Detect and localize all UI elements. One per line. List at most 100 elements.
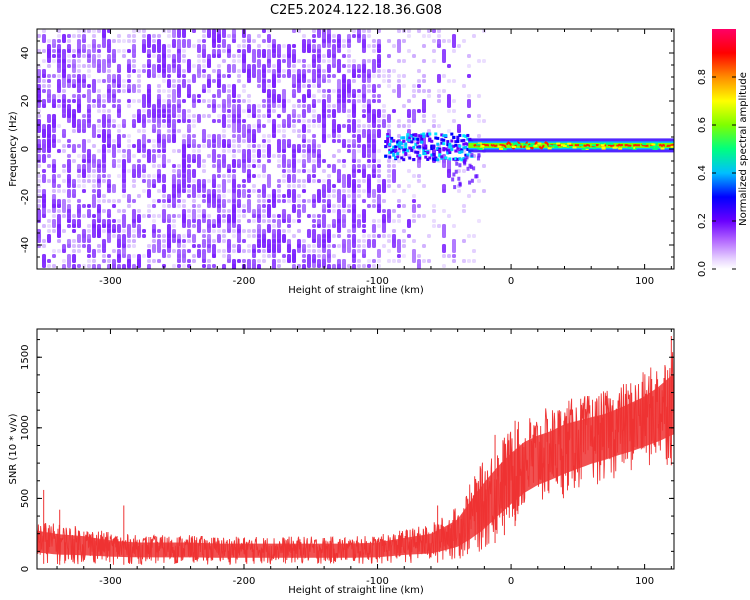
spectrogram-cell [77, 104, 81, 113]
spectrogram-cell [242, 179, 246, 183]
spectrogram-cell [187, 129, 191, 133]
spectrogram-cell [307, 229, 311, 238]
spectrogram-cell [207, 144, 211, 148]
spectrogram-cell [297, 264, 301, 268]
spectrogram-cell [247, 159, 251, 163]
spectrogram-cell [162, 199, 166, 203]
spectrogram-cell [122, 229, 126, 233]
spectrogram-cell [292, 44, 296, 48]
spectrogram-cell [277, 219, 281, 228]
spectrogram-cell [222, 214, 226, 218]
spectrogram-cell [127, 99, 131, 103]
signal-cell [386, 135, 390, 139]
spectrogram-cell [187, 144, 191, 148]
spectrogram-cell [277, 129, 281, 133]
spectrogram-cell [147, 174, 151, 178]
spectrogram-cell [267, 109, 271, 113]
spectrogram-cell [312, 49, 316, 53]
signal-cell [420, 140, 424, 144]
spectrogram-cell [232, 169, 236, 173]
spectrogram-cell [107, 199, 111, 203]
spectrogram-cell [372, 189, 376, 198]
spectrogram-cell [452, 34, 456, 48]
spectrogram-cell [177, 264, 181, 268]
spectrogram-cell [137, 119, 141, 123]
spectrogram-cell [372, 224, 376, 233]
spectrogram-cell [187, 184, 191, 188]
spectrogram-cell [77, 49, 81, 58]
spectrogram-cell [297, 84, 301, 88]
spectrogram-cell [227, 244, 231, 248]
spectrogram-cell [262, 239, 266, 248]
spectrogram-cell [97, 169, 101, 173]
spectrogram-cell [92, 44, 96, 48]
spectrogram-cell [47, 74, 51, 78]
spectrogram-cell [157, 84, 161, 88]
spectrogram-cell [367, 159, 371, 163]
signal-fleck [526, 147, 531, 150]
spectrogram-cell [352, 59, 356, 63]
spectrogram-cell [362, 239, 366, 243]
spectrogram-cell [167, 64, 171, 73]
spectrogram-cell [217, 174, 221, 178]
spectrogram-cell [117, 64, 121, 73]
spectrogram-cell [187, 209, 191, 213]
spectrogram-cell [112, 49, 116, 63]
spectrogram-cell [67, 199, 71, 203]
signal-cell [456, 139, 460, 143]
spectrogram-cell [42, 244, 46, 248]
spectrogram-cell [52, 119, 56, 133]
spectrogram-cell [72, 99, 76, 103]
spectrogram-cell [372, 234, 376, 238]
spectrogram-cell [412, 84, 416, 88]
spectrogram-cell [52, 249, 56, 253]
spectrogram-cell [382, 184, 386, 188]
spectrogram-cell [162, 119, 166, 123]
spectrogram-cell [142, 44, 146, 53]
spectrogram-cell [87, 259, 91, 263]
spectrogram-cell [267, 69, 271, 73]
spectrogram-cell [222, 84, 226, 93]
spectrogram-cell [272, 49, 276, 53]
spectrogram-cell [167, 89, 171, 93]
spectrogram-cell [372, 89, 376, 93]
spectrogram-cell [67, 154, 71, 158]
spectrogram-cell [222, 59, 226, 63]
spectrogram-cell [192, 114, 196, 118]
spectrogram-cell [52, 74, 56, 78]
spectrogram-cell [197, 59, 201, 63]
spectrogram-cell [77, 219, 81, 228]
spectrogram-cell [362, 249, 366, 258]
spectrogram-cell [242, 229, 246, 233]
colorbar-ticks: 0.00.20.40.60.8 [697, 69, 736, 277]
spectrogram-cell [177, 189, 181, 193]
spectrogram-cell [322, 244, 326, 253]
signal-cell [438, 150, 442, 154]
spectrogram-cell [142, 149, 146, 153]
spectrogram-cell [377, 219, 381, 223]
spectrogram-cell [97, 54, 101, 58]
spectrogram-cell [267, 119, 271, 123]
spectrogram-cell [37, 204, 41, 208]
spectrogram-cell [137, 29, 141, 33]
spectrogram-cell [357, 214, 361, 218]
spectrogram-cell [282, 219, 286, 223]
spectrogram-cell [192, 104, 196, 108]
spectrogram-cell [67, 34, 71, 38]
spectrogram-cell [82, 189, 86, 193]
spectrogram-cell [367, 89, 371, 93]
spectrogram-cell [227, 114, 231, 118]
spectrogram-cell [292, 129, 296, 133]
spectrogram-cell [242, 34, 246, 38]
spectrogram-cell [197, 189, 201, 193]
signal-cell [412, 137, 416, 141]
spectrogram-cell [37, 199, 41, 203]
spectrogram-cell [187, 234, 191, 238]
spectrogram-cell [382, 189, 386, 193]
spectrogram-cell [77, 84, 81, 88]
spectrogram-cell [232, 229, 236, 233]
spectrogram-cell [52, 44, 56, 48]
spectrogram-cell [87, 214, 91, 218]
spectrogram-cell [382, 114, 386, 118]
spectrogram-cell [362, 199, 366, 203]
